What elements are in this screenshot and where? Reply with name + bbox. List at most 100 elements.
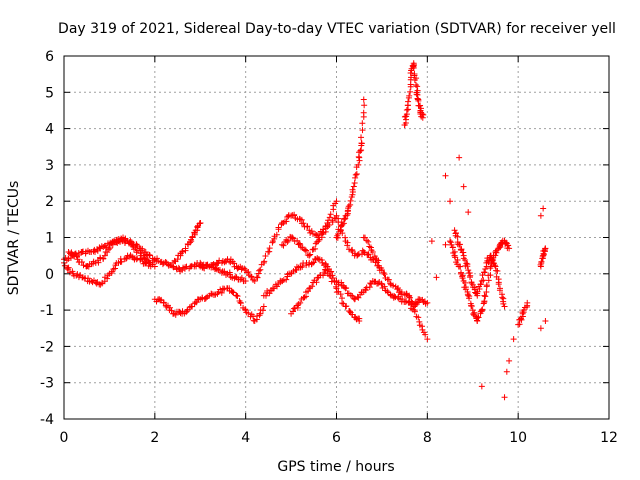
data-point [474,313,481,320]
data-point [345,203,352,210]
data-point [510,336,517,343]
y-axis-label: SDTVAR / TECUs [6,181,22,296]
x-tick-label: 6 [332,430,341,446]
data-point [346,308,353,315]
x-tick-label: 0 [60,430,69,446]
data-point [146,252,153,259]
data-point [88,278,95,285]
data-point [273,231,280,238]
data-point [457,263,464,270]
data-point [478,307,485,314]
data-point [333,198,340,205]
data-point [296,240,303,247]
data-point [537,212,544,219]
data-point [279,241,285,248]
data-point [213,266,220,273]
data-point [424,299,431,306]
data-point [477,281,484,288]
data-point [463,260,470,267]
data-point [289,308,296,315]
x-tick-label: 2 [150,430,159,446]
data-point [369,249,376,256]
data-point [257,266,264,273]
data-point [248,273,255,280]
data-point [300,220,307,227]
data-point [303,248,310,255]
data-point [487,252,494,259]
data-point [341,216,348,223]
data-point [105,246,112,253]
data-point [154,255,161,262]
data-point [360,109,367,116]
y-tick-label: 4 [45,122,54,138]
data-point [412,82,419,89]
data-point [413,91,420,98]
data-point [331,278,338,285]
data-point [394,286,401,293]
data-point [245,310,252,317]
data-point [141,255,148,262]
data-point [85,275,92,282]
data-point [483,282,490,289]
data-point [69,251,76,258]
data-point [104,275,111,282]
data-point [351,180,358,187]
data-point [168,307,175,314]
data-point [352,174,359,181]
data-point [415,314,422,321]
y-tick-label: 6 [45,49,54,65]
data-point [352,171,359,178]
data-point [410,65,417,72]
data-point [304,223,311,230]
y-tick-label: 0 [45,267,54,283]
data-point [466,274,473,281]
data-point [406,294,413,301]
data-point [491,262,498,269]
data-point [542,317,549,324]
data-point [478,278,485,285]
data-point [266,245,273,252]
data-point [127,238,134,245]
data-point [139,245,146,252]
data-point [182,264,189,271]
data-point [95,259,102,266]
data-point [350,183,357,190]
data-point [447,238,454,245]
data-point [208,290,215,297]
data-point [332,283,339,290]
data-point [344,242,351,249]
data-point [283,218,290,225]
data-point [524,299,531,306]
data-point [263,292,270,299]
data-point [194,223,201,230]
data-point [506,357,513,364]
data-point [380,269,387,276]
data-point [456,154,463,161]
data-point [537,325,544,332]
data-point [314,255,321,262]
data-point [297,299,304,306]
data-point [460,183,467,190]
data-point [242,278,249,285]
data-point [501,303,508,310]
data-point [468,303,475,310]
data-point [74,253,81,260]
x-tick-label: 10 [509,430,527,446]
data-point [347,197,354,204]
data-point [238,266,245,273]
data-point [384,288,391,295]
data-point [199,264,206,271]
data-point [97,254,104,261]
data-point [147,259,154,266]
data-point [501,394,508,401]
data-point [458,246,465,253]
data-point [179,248,186,255]
data-point [428,238,435,245]
data-point [85,263,92,270]
data-point [254,313,261,320]
data-point [242,306,249,313]
data-point [284,239,291,246]
data-point [465,209,472,216]
data-point [182,245,189,252]
data-point [315,238,322,245]
